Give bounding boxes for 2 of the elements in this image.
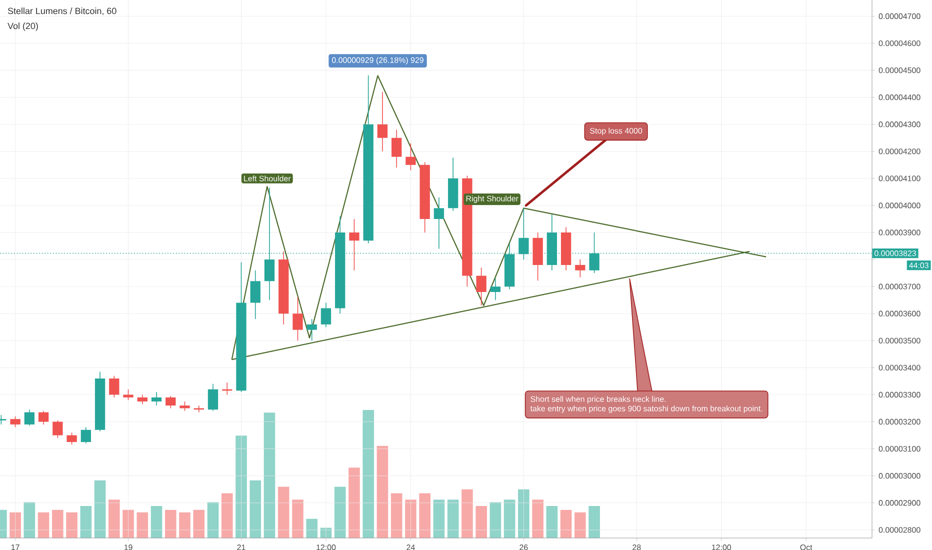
- text: Stellar Lumens / Bitcoin, 60: [8, 8, 116, 16]
- text: Vol (20): [8, 22, 38, 31]
